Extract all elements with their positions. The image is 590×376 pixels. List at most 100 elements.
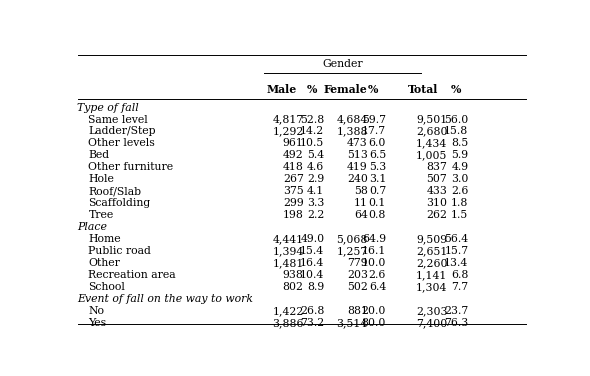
Text: Type of fall: Type of fall bbox=[77, 103, 139, 112]
Text: 6.0: 6.0 bbox=[369, 138, 386, 149]
Text: 1,388: 1,388 bbox=[336, 126, 368, 136]
Text: 492: 492 bbox=[283, 150, 304, 161]
Text: 779: 779 bbox=[347, 258, 368, 268]
Text: Total: Total bbox=[408, 84, 439, 95]
Text: 5.9: 5.9 bbox=[451, 150, 468, 161]
Text: 961: 961 bbox=[283, 138, 304, 149]
Text: 11: 11 bbox=[354, 198, 368, 208]
Text: 9,509: 9,509 bbox=[416, 234, 447, 244]
Text: 4.9: 4.9 bbox=[451, 162, 468, 172]
Text: 419: 419 bbox=[347, 162, 368, 172]
Text: Bed: Bed bbox=[88, 150, 110, 161]
Text: 4.6: 4.6 bbox=[307, 162, 324, 172]
Text: 1.5: 1.5 bbox=[451, 210, 468, 220]
Text: Recreation area: Recreation area bbox=[88, 270, 176, 280]
Text: Home: Home bbox=[88, 234, 121, 244]
Text: 26.8: 26.8 bbox=[300, 306, 325, 316]
Text: 837: 837 bbox=[427, 162, 447, 172]
Text: 56.4: 56.4 bbox=[444, 234, 468, 244]
Text: 13.4: 13.4 bbox=[444, 258, 468, 268]
Text: 7.7: 7.7 bbox=[451, 282, 468, 292]
Text: 2,651: 2,651 bbox=[416, 246, 447, 256]
Text: %: % bbox=[450, 84, 461, 95]
Text: 1,304: 1,304 bbox=[416, 282, 447, 292]
Text: 2,260: 2,260 bbox=[416, 258, 447, 268]
Text: Yes: Yes bbox=[88, 318, 107, 328]
Text: 1,394: 1,394 bbox=[273, 246, 304, 256]
Text: 299: 299 bbox=[283, 198, 304, 208]
Text: 418: 418 bbox=[283, 162, 304, 172]
Text: 4,441: 4,441 bbox=[273, 234, 304, 244]
Text: 1,257: 1,257 bbox=[336, 246, 368, 256]
Text: %: % bbox=[306, 84, 317, 95]
Text: 52.8: 52.8 bbox=[300, 115, 324, 124]
Text: 4.1: 4.1 bbox=[307, 186, 324, 196]
Text: 802: 802 bbox=[283, 282, 304, 292]
Text: 3.3: 3.3 bbox=[307, 198, 324, 208]
Text: 64.9: 64.9 bbox=[362, 234, 386, 244]
Text: 59.7: 59.7 bbox=[362, 115, 386, 124]
Text: Other furniture: Other furniture bbox=[88, 162, 173, 172]
Text: 502: 502 bbox=[347, 282, 368, 292]
Text: 1,434: 1,434 bbox=[416, 138, 447, 149]
Text: Other levels: Other levels bbox=[88, 138, 155, 149]
Text: 4,684: 4,684 bbox=[336, 115, 368, 124]
Text: Gender: Gender bbox=[322, 59, 363, 69]
Text: 15.4: 15.4 bbox=[300, 246, 324, 256]
Text: 938: 938 bbox=[283, 270, 304, 280]
Text: 5,068: 5,068 bbox=[336, 234, 368, 244]
Text: 8.9: 8.9 bbox=[307, 282, 324, 292]
Text: 2.6: 2.6 bbox=[451, 186, 468, 196]
Text: 49.0: 49.0 bbox=[300, 234, 324, 244]
Text: 2.2: 2.2 bbox=[307, 210, 324, 220]
Text: 3,514: 3,514 bbox=[336, 318, 368, 328]
Text: 513: 513 bbox=[347, 150, 368, 161]
Text: 2,303: 2,303 bbox=[416, 306, 447, 316]
Text: 473: 473 bbox=[347, 138, 368, 149]
Text: 7,400: 7,400 bbox=[416, 318, 447, 328]
Text: Ladder/Step: Ladder/Step bbox=[88, 126, 156, 136]
Text: 76.3: 76.3 bbox=[444, 318, 468, 328]
Text: 6.4: 6.4 bbox=[369, 282, 386, 292]
Text: 2.9: 2.9 bbox=[307, 174, 324, 184]
Text: 507: 507 bbox=[427, 174, 447, 184]
Text: 80.0: 80.0 bbox=[362, 318, 386, 328]
Text: 375: 375 bbox=[283, 186, 304, 196]
Text: 310: 310 bbox=[427, 198, 447, 208]
Text: Other: Other bbox=[88, 258, 120, 268]
Text: Same level: Same level bbox=[88, 115, 148, 124]
Text: Roof/Slab: Roof/Slab bbox=[88, 186, 142, 196]
Text: 240: 240 bbox=[347, 174, 368, 184]
Text: 1,422: 1,422 bbox=[273, 306, 304, 316]
Text: Event of fall on the way to work: Event of fall on the way to work bbox=[77, 294, 254, 304]
Text: 14.2: 14.2 bbox=[300, 126, 324, 136]
Text: Public road: Public road bbox=[88, 246, 151, 256]
Text: 10.5: 10.5 bbox=[300, 138, 324, 149]
Text: 16.1: 16.1 bbox=[362, 246, 386, 256]
Text: 2.6: 2.6 bbox=[369, 270, 386, 280]
Text: Hole: Hole bbox=[88, 174, 114, 184]
Text: 56.0: 56.0 bbox=[444, 115, 468, 124]
Text: 73.2: 73.2 bbox=[300, 318, 324, 328]
Text: 4,817: 4,817 bbox=[273, 115, 304, 124]
Text: Female: Female bbox=[324, 84, 368, 95]
Text: 6.8: 6.8 bbox=[451, 270, 468, 280]
Text: 0.1: 0.1 bbox=[369, 198, 386, 208]
Text: 1,481: 1,481 bbox=[273, 258, 304, 268]
Text: %: % bbox=[368, 84, 378, 95]
Text: No: No bbox=[88, 306, 104, 316]
Text: 262: 262 bbox=[427, 210, 447, 220]
Text: 10.4: 10.4 bbox=[300, 270, 324, 280]
Text: 17.7: 17.7 bbox=[362, 126, 386, 136]
Text: 58: 58 bbox=[354, 186, 368, 196]
Text: School: School bbox=[88, 282, 125, 292]
Text: 198: 198 bbox=[283, 210, 304, 220]
Text: 8.5: 8.5 bbox=[451, 138, 468, 149]
Text: Male: Male bbox=[267, 84, 297, 95]
Text: 5.4: 5.4 bbox=[307, 150, 324, 161]
Text: 10.0: 10.0 bbox=[362, 258, 386, 268]
Text: 3,886: 3,886 bbox=[272, 318, 304, 328]
Text: 15.7: 15.7 bbox=[444, 246, 468, 256]
Text: Scaffolding: Scaffolding bbox=[88, 198, 150, 208]
Text: Place: Place bbox=[77, 222, 107, 232]
